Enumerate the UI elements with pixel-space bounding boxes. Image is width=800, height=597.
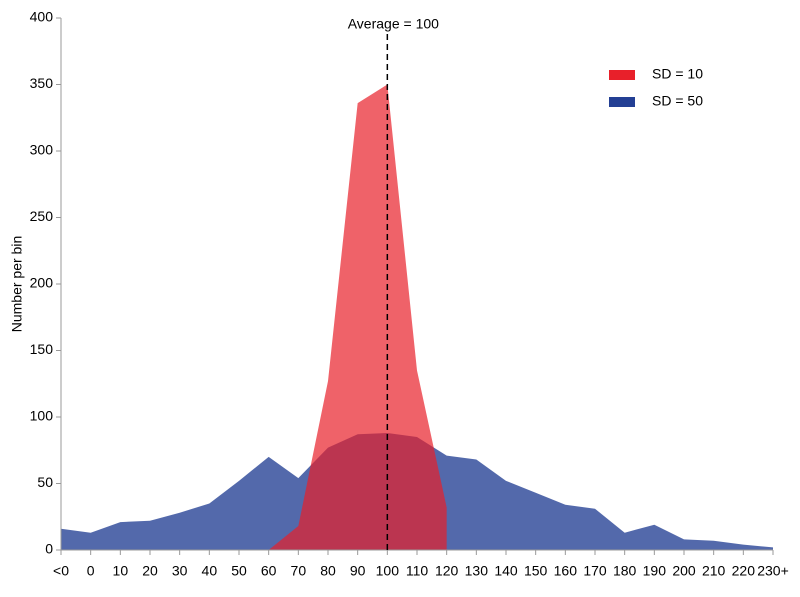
x-tick-label: 90 <box>350 563 366 579</box>
x-tick-label: 30 <box>172 563 188 579</box>
x-tick-label: 140 <box>494 563 518 579</box>
x-tick-label: 100 <box>376 563 400 579</box>
x-tick-label: 60 <box>261 563 277 579</box>
x-tick-label: 180 <box>613 563 637 579</box>
x-tick-label: 50 <box>231 563 247 579</box>
x-tick-label: 210 <box>702 563 726 579</box>
x-tick-label: 110 <box>406 563 429 579</box>
x-tick-label: 10 <box>113 563 129 579</box>
y-tick-label: 350 <box>30 75 54 91</box>
reference-label: Average = 100 <box>348 16 439 32</box>
x-tick-label: 120 <box>435 563 459 579</box>
y-tick-label: 150 <box>30 341 54 357</box>
y-tick-label: 250 <box>30 208 54 224</box>
y-tick-label: 200 <box>30 275 54 291</box>
x-tick-label: 0 <box>87 563 95 579</box>
x-tick-label: 170 <box>583 563 607 579</box>
legend-label: SD = 50 <box>652 93 703 109</box>
y-tick-label: 100 <box>30 408 54 424</box>
x-tick-label: 230+ <box>757 563 789 579</box>
plot-area <box>61 84 773 550</box>
x-tick-label: 200 <box>672 563 696 579</box>
x-tick-label: 150 <box>524 563 548 579</box>
legend-swatch <box>609 70 635 80</box>
legend-label: SD = 10 <box>652 66 703 82</box>
y-tick-label: 300 <box>30 142 54 158</box>
y-tick-label: 0 <box>45 541 53 557</box>
x-tick-label: <0 <box>53 563 69 579</box>
x-tick-label: 220 <box>732 563 756 579</box>
x-tick-label: 40 <box>202 563 218 579</box>
x-tick-label: 20 <box>142 563 158 579</box>
x-tick-label: 70 <box>291 563 307 579</box>
x-tick-label: 160 <box>554 563 578 579</box>
y-axis-label: Number per bin <box>9 236 25 333</box>
x-tick-label: 80 <box>320 563 336 579</box>
x-tick-label: 130 <box>465 563 489 579</box>
y-tick-label: 400 <box>30 9 54 25</box>
x-tick-label: 190 <box>643 563 667 579</box>
legend-swatch <box>609 97 635 107</box>
area <box>268 84 447 550</box>
y-tick-label: 50 <box>37 474 53 490</box>
